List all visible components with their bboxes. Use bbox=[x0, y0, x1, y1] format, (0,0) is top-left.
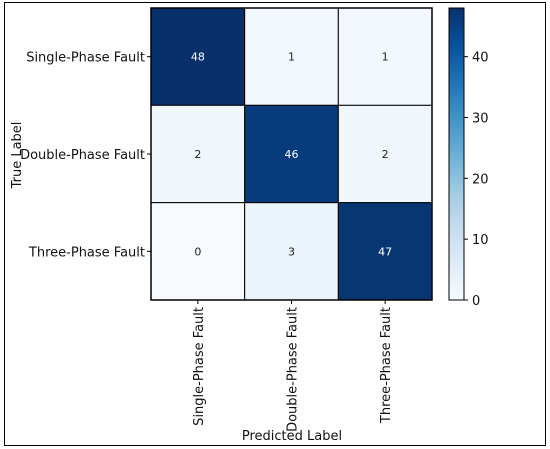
colorbar-tick-label: 0 bbox=[472, 294, 480, 309]
cell-value-label: 0 bbox=[194, 245, 201, 258]
colorbar-ticks: 0 10 20 30 40 bbox=[464, 51, 489, 309]
x-tick-label: Single-Phase Fault bbox=[192, 307, 207, 426]
cell-value-label: 3 bbox=[288, 245, 295, 258]
cell-value-label: 1 bbox=[288, 51, 295, 64]
colorbar-tick-label: 30 bbox=[472, 112, 489, 127]
y-tick-label: Three-Phase Fault bbox=[28, 245, 145, 260]
cell-value-label: 2 bbox=[194, 148, 201, 161]
colorbar-tick-label: 40 bbox=[472, 51, 489, 66]
cell-value-label: 1 bbox=[382, 51, 389, 64]
cell-value-label: 47 bbox=[378, 245, 392, 258]
y-axis-label: True Label bbox=[10, 122, 25, 190]
heatmap-cell bbox=[150, 7, 246, 106]
y-axis-ticks: Single-Phase Fault Double-Phase Fault Thre… bbox=[20, 51, 151, 260]
x-axis-ticks: Single-Phase Fault Double-Phase Fault Thre… bbox=[192, 300, 394, 432]
heatmap-cell bbox=[337, 7, 433, 106]
cell-value-label: 48 bbox=[191, 51, 205, 64]
heatmap-cells bbox=[150, 7, 433, 301]
y-tick-label: Double-Phase Fault bbox=[20, 148, 145, 163]
x-tick-label: Double-Phase Fault bbox=[286, 307, 301, 432]
heatmap-cell bbox=[244, 104, 339, 204]
heatmap-cell bbox=[337, 202, 433, 301]
cell-value-label: 2 bbox=[382, 148, 389, 161]
colorbar bbox=[448, 7, 465, 301]
y-tick-label: Single-Phase Fault bbox=[26, 51, 145, 66]
heatmap-cell bbox=[150, 104, 246, 204]
x-tick-label: Three-Phase Fault bbox=[379, 307, 394, 424]
colorbar-tick-label: 20 bbox=[472, 172, 489, 187]
cell-value-label: 46 bbox=[285, 148, 299, 161]
x-axis-label: Predicted Label bbox=[242, 429, 342, 444]
colorbar-tick-label: 10 bbox=[472, 233, 489, 248]
heatmap-cell-labels: 48 1 1 2 46 2 0 3 47 bbox=[191, 51, 392, 259]
